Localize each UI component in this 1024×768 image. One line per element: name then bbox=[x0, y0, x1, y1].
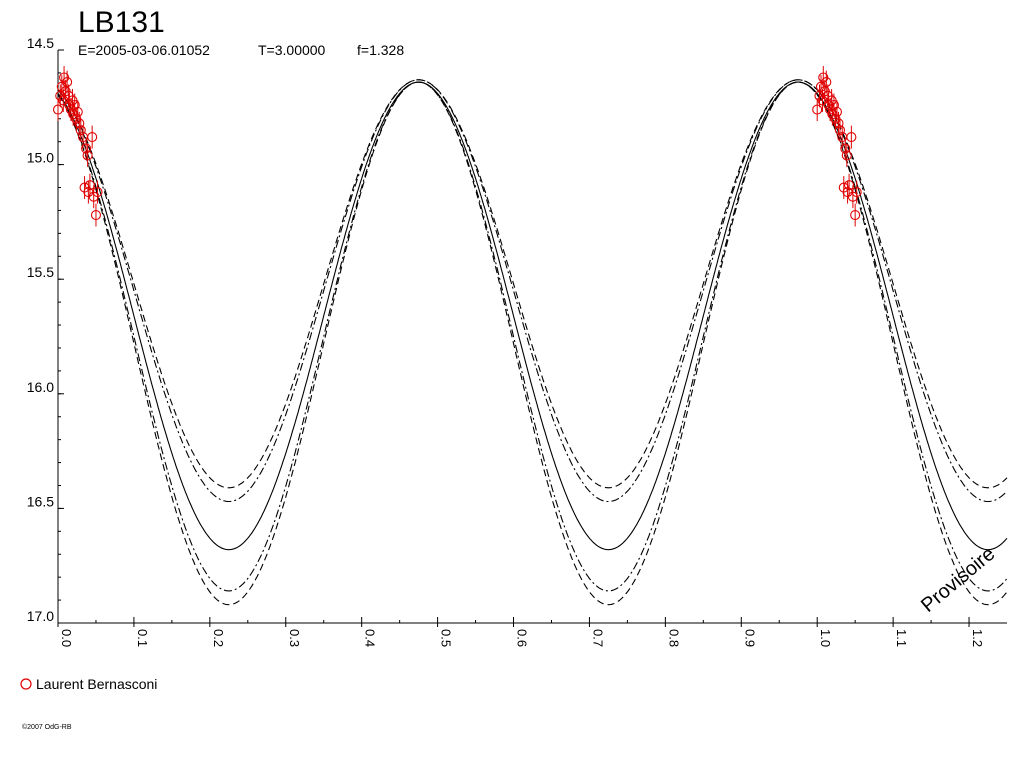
data-point bbox=[850, 209, 861, 221]
x-tick-label: 0.0 bbox=[59, 629, 74, 647]
y-tick-label: 14.5 bbox=[27, 35, 54, 51]
data-points bbox=[52, 66, 862, 227]
chart-title: LB131 bbox=[78, 6, 165, 39]
data-point bbox=[69, 99, 80, 111]
x-tick-label: 0.8 bbox=[666, 629, 681, 647]
x-tick-label: 0.6 bbox=[515, 629, 530, 647]
x-tick-label: 1.0 bbox=[818, 629, 833, 647]
x-tick-label: 1.1 bbox=[894, 629, 909, 647]
data-point bbox=[828, 99, 839, 111]
x-tick-label: 0.2 bbox=[211, 629, 226, 647]
data-point bbox=[831, 106, 842, 117]
x-tick-label: 0.5 bbox=[439, 629, 454, 647]
period-label: T=3.00000 bbox=[258, 42, 326, 58]
y-tick-label: 15.0 bbox=[27, 150, 54, 166]
data-point bbox=[87, 132, 98, 143]
data-point bbox=[834, 125, 846, 136]
data-point bbox=[844, 180, 855, 191]
watermark: Provisoire bbox=[917, 543, 999, 617]
copyright-note: ©2007 OdG-RB bbox=[22, 723, 72, 731]
y-tick-label: 17.0 bbox=[27, 608, 54, 624]
provisoire-watermark: Provisoire bbox=[917, 543, 999, 617]
model-curve-dashed bbox=[57, 81, 1008, 606]
legend-label: Laurent Bernasconi bbox=[36, 676, 157, 692]
x-tick-label: 1.2 bbox=[970, 629, 985, 647]
frequency-label: f=1.328 bbox=[357, 42, 404, 58]
data-point bbox=[82, 150, 93, 161]
legend-marker bbox=[20, 678, 32, 690]
data-point bbox=[851, 187, 862, 198]
model-curve-dashed bbox=[57, 79, 1008, 489]
data-point bbox=[826, 95, 837, 106]
chart-axes: 14.5 15.0 15.5 16.0 16.5 17.0 0.0 0.1 0.2 0.3 0.4 0… bbox=[27, 35, 1007, 647]
x-tick-label: 0.7 bbox=[590, 629, 605, 647]
y-tick-label: 16.5 bbox=[27, 493, 54, 509]
data-point bbox=[92, 187, 103, 198]
model-curve-dashdot bbox=[57, 81, 1008, 592]
epoch-label: E=2005-03-06.01052 bbox=[78, 42, 210, 58]
y-tick-label: 16.0 bbox=[27, 379, 54, 395]
data-point bbox=[812, 104, 823, 115]
data-point bbox=[84, 180, 95, 191]
data-point bbox=[74, 118, 85, 129]
x-tick-label: 0.3 bbox=[287, 629, 302, 647]
data-point bbox=[52, 104, 64, 115]
x-tick-label: 0.9 bbox=[742, 629, 757, 647]
x-tick-label: 0.4 bbox=[363, 629, 378, 647]
model-curve-dashdot bbox=[57, 79, 1008, 503]
data-point bbox=[75, 125, 86, 136]
data-point bbox=[81, 143, 92, 154]
data-point bbox=[62, 77, 73, 88]
data-point bbox=[841, 150, 852, 161]
data-point bbox=[67, 95, 78, 106]
data-point bbox=[72, 106, 83, 117]
data-point bbox=[840, 143, 851, 154]
data-point bbox=[821, 77, 832, 88]
data-point bbox=[90, 209, 102, 221]
data-point bbox=[833, 118, 844, 129]
y-tick-label: 15.5 bbox=[27, 264, 54, 280]
legend: Laurent Bernasconi bbox=[20, 676, 157, 692]
data-point bbox=[846, 132, 857, 143]
x-tick-label: 0.1 bbox=[135, 629, 150, 647]
model-curves bbox=[57, 79, 1008, 606]
